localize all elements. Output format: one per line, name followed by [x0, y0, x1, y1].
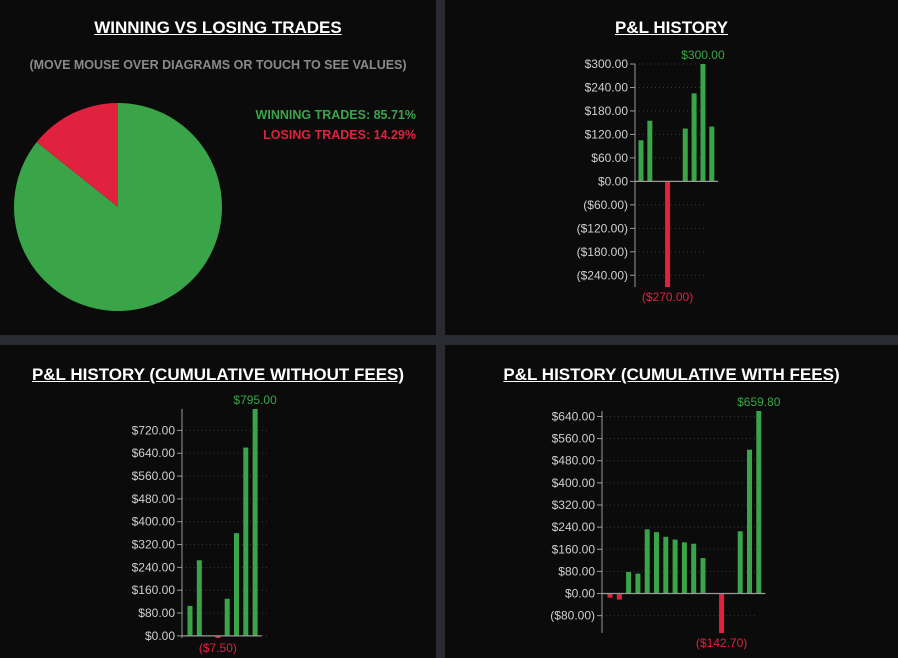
bar — [719, 593, 725, 633]
bar — [234, 533, 239, 636]
bar — [187, 605, 193, 636]
tick-label: $180.00 — [585, 104, 629, 118]
max-value-label: $300.00 — [681, 48, 725, 62]
tick-label: $0.00 — [598, 174, 628, 188]
tick-label: $160.00 — [132, 583, 176, 597]
bar — [747, 449, 752, 594]
tick-label: ($120.00) — [577, 221, 628, 235]
bar — [709, 126, 715, 182]
tick-label: $240.00 — [132, 560, 176, 574]
win-loss-title: WINNING VS LOSING TRADES — [94, 18, 342, 37]
bar — [607, 593, 613, 598]
legend-winning: WINNING TRADES: 85.71% — [255, 108, 416, 122]
tick-label: ($240.00) — [577, 268, 628, 282]
min-value-label: ($270.00) — [642, 290, 693, 304]
min-value-label: ($7.50) — [199, 641, 237, 655]
bar — [665, 181, 671, 287]
cumulative-fees-chart[interactable]: $640.00 $560.00 $480.00 $400.00 $320.00 $240.… — [445, 345, 898, 658]
cumulative-no-fees-chart[interactable]: $720.00 $640.00 $560.00 $480.00 $400.00 $320.… — [0, 345, 436, 658]
bar — [681, 542, 687, 594]
pie-slice-losing — [36, 103, 118, 207]
tick-label: $160.00 — [552, 542, 596, 556]
bar — [691, 543, 697, 594]
bar — [663, 536, 669, 594]
legend-losing: LOSING TRADES: 14.29% — [263, 128, 416, 142]
bar — [243, 447, 249, 636]
bar — [638, 140, 644, 182]
min-value-label: ($142.70) — [696, 636, 747, 650]
bar — [196, 560, 202, 636]
max-value-label: $795.00 — [233, 393, 277, 407]
bar — [682, 128, 688, 182]
tick-label: $400.00 — [552, 476, 596, 490]
tick-label: $480.00 — [552, 454, 596, 468]
tick-label: $60.00 — [591, 151, 628, 165]
tick-label: ($180.00) — [577, 245, 628, 259]
tick-label: $720.00 — [132, 423, 176, 437]
max-value-label: $659.80 — [737, 395, 781, 409]
pnl-history-panel: P&L HISTORY $300.00 $240.00 $180.00 $120.00… — [445, 0, 898, 335]
pie-chart[interactable] — [0, 0, 436, 335]
tick-label: $0.00 — [565, 587, 595, 601]
bar — [252, 409, 258, 636]
tick-label: $240.00 — [552, 520, 596, 534]
tick-label: ($60.00) — [583, 198, 628, 212]
tick-label: $560.00 — [132, 469, 176, 483]
bar — [635, 573, 641, 594]
bar — [654, 532, 659, 594]
bar — [215, 635, 221, 638]
tick-label: $300.00 — [585, 57, 629, 71]
bar — [644, 529, 650, 594]
bar — [756, 411, 762, 594]
bar — [224, 598, 230, 636]
cumulative-no-fees-panel: P&L HISTORY (CUMULATIVE WITHOUT FEES) $7… — [0, 345, 436, 658]
bar — [700, 558, 706, 594]
tick-label: $400.00 — [132, 515, 176, 529]
win-loss-panel: WINNING VS LOSING TRADES (MOVE MOUSE OVE… — [0, 0, 436, 335]
bar — [616, 593, 622, 600]
tick-label: $640.00 — [132, 446, 176, 460]
tick-label: ($80.00) — [550, 609, 595, 623]
bar — [626, 571, 632, 594]
cumulative-no-fees-title: P&L HISTORY (CUMULATIVE WITHOUT FEES) — [31, 365, 405, 384]
tick-label: $80.00 — [138, 606, 175, 620]
bar — [691, 93, 697, 182]
bar — [672, 539, 678, 594]
tick-label: $240.00 — [585, 80, 629, 94]
tick-label: $0.00 — [145, 629, 175, 643]
bar — [737, 531, 743, 594]
pnl-history-chart[interactable]: $300.00 $240.00 $180.00 $120.00 $60.00 $0.00 (… — [445, 0, 898, 335]
tick-label: $640.00 — [552, 409, 596, 423]
cumulative-fees-title: P&L HISTORY (CUMULATIVE WITH FEES) — [503, 365, 840, 384]
tick-label: $320.00 — [132, 538, 176, 552]
bar — [700, 64, 706, 182]
pie-slice-winning — [14, 103, 223, 311]
tick-label: $560.00 — [552, 432, 596, 446]
tick-label: $80.00 — [558, 564, 595, 578]
tick-label: $480.00 — [132, 492, 176, 506]
hover-hint: (MOVE MOUSE OVER DIAGRAMS OR TOUCH TO SE… — [29, 58, 407, 72]
tick-label: $320.00 — [552, 498, 596, 512]
cumulative-fees-panel: P&L HISTORY (CUMULATIVE WITH FEES) $640.… — [445, 345, 898, 658]
tick-label: $120.00 — [585, 127, 629, 141]
bar — [647, 120, 653, 182]
pnl-history-title: P&L HISTORY — [614, 18, 729, 37]
